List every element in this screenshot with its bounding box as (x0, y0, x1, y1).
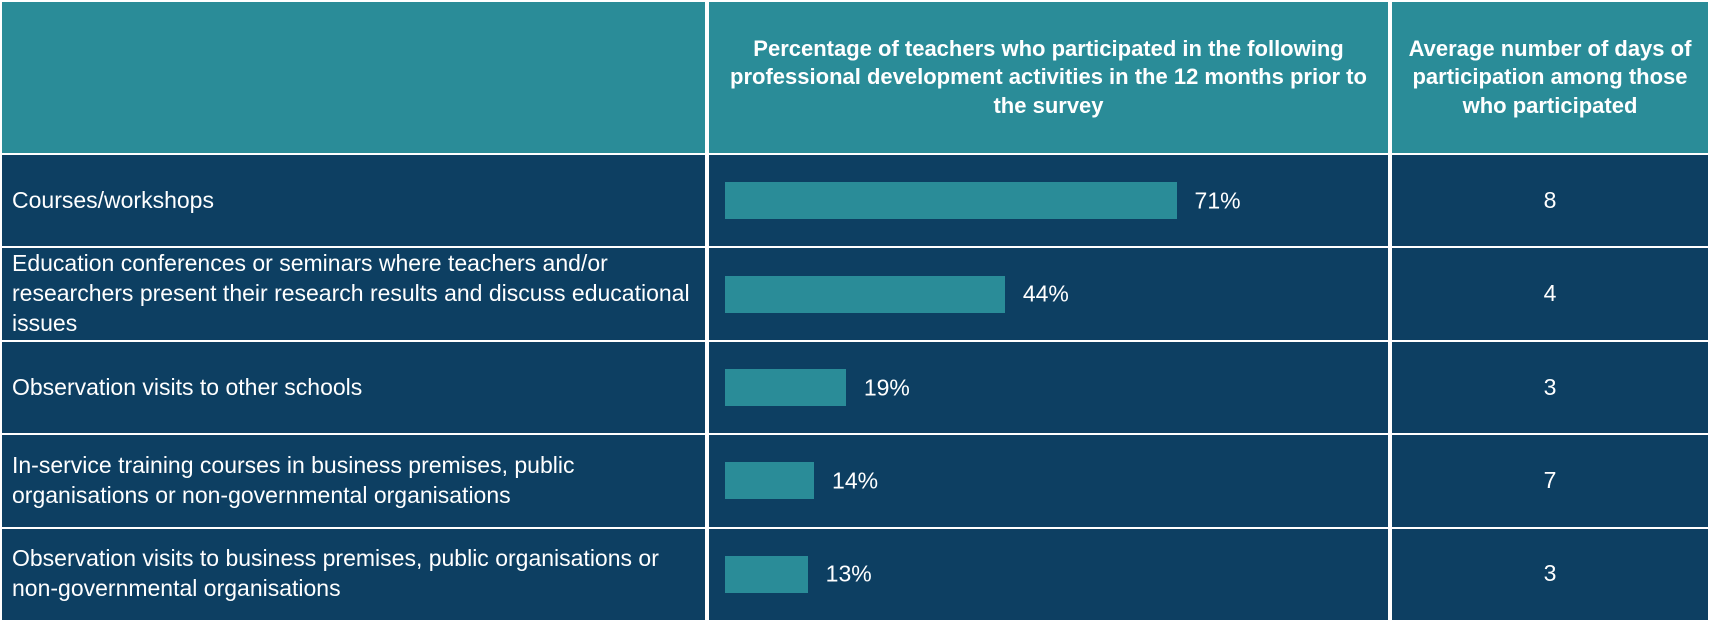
value-label: 71% (1194, 187, 1241, 214)
bar (725, 462, 815, 500)
value-label: 14% (832, 467, 879, 494)
bar-cell (709, 435, 1388, 527)
bar (725, 555, 808, 593)
bar (725, 369, 846, 406)
row-label: Education conferences or seminars where … (2, 248, 705, 340)
days-value: 8 (1392, 155, 1708, 247)
row-label: Observation visits to business premises,… (2, 528, 705, 620)
bar-cell (709, 528, 1388, 620)
row-label: In-service training courses in business … (2, 435, 705, 527)
column-header: Percentage of teachers who participated … (709, 2, 1388, 153)
value-label: 13% (825, 560, 872, 587)
days-value: 3 (1392, 528, 1708, 620)
header-blank (2, 2, 705, 153)
bar (725, 275, 1005, 313)
value-label: 19% (863, 374, 910, 400)
days-value: 4 (1392, 248, 1708, 340)
row-label: Courses/workshops (2, 155, 705, 247)
days-value: 3 (1392, 341, 1708, 434)
value-label: 44% (1022, 280, 1069, 307)
row-label: Observation visits to other schools (2, 341, 705, 434)
bar (725, 182, 1177, 220)
days-value: 7 (1392, 435, 1708, 527)
column-header: Average number of days of participation … (1392, 2, 1708, 153)
